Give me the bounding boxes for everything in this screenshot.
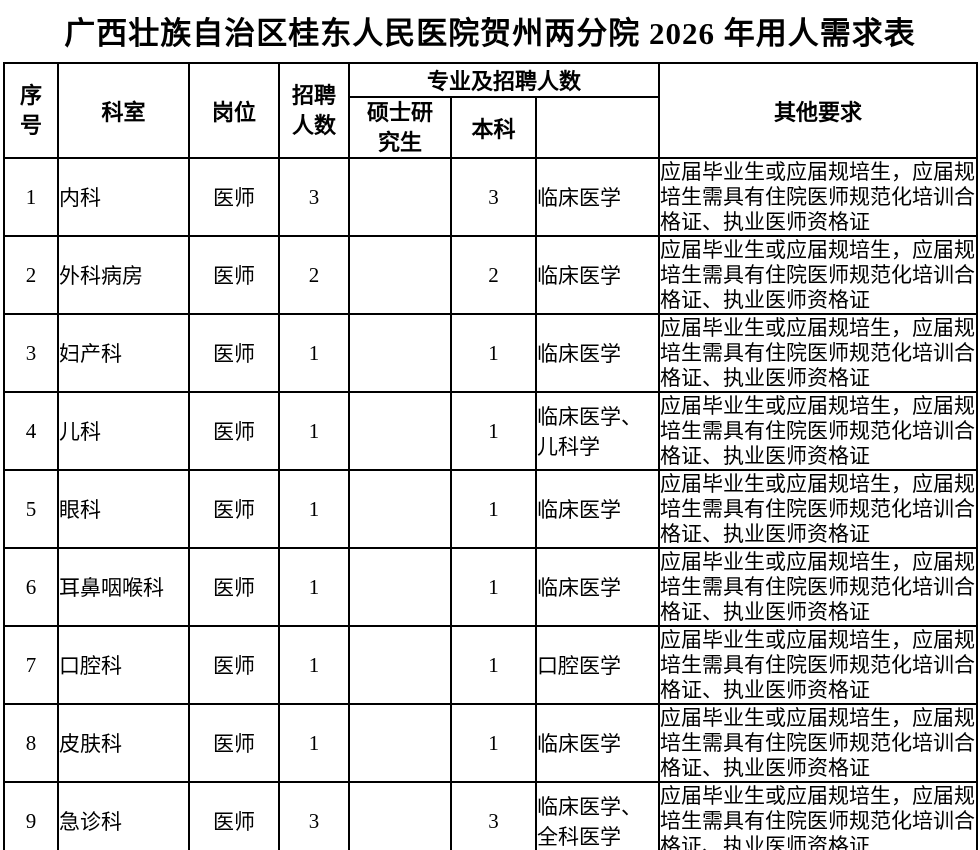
major-cell: 临床医学、儿科学 xyxy=(534,391,661,472)
recruitment-table: 序号 科室 岗位 招聘人数 专业及招聘人数 其他要求 硕士研究生 本科 1 内科… xyxy=(3,61,979,850)
header-recruit-count: 招聘人数 xyxy=(278,61,350,160)
position-cell: 医师 xyxy=(188,391,280,472)
recruit-count-cell: 1 xyxy=(278,313,350,394)
other-requirements-cell: 应届毕业生或应届规培生，应届规培生需具有住院医师规范化培训合格证、执业医师资格证 xyxy=(658,391,979,472)
recruit-count-cell: 1 xyxy=(278,625,350,706)
header-department: 科室 xyxy=(57,61,190,160)
table-row: 5 眼科 医师 1 1 临床医学 应届毕业生或应届规培生，应届规培生需具有住院医… xyxy=(3,469,979,550)
seq-cell: 7 xyxy=(3,625,59,706)
master-count-cell xyxy=(348,391,452,472)
seq-cell: 1 xyxy=(3,157,59,238)
recruit-count-cell: 3 xyxy=(278,157,350,238)
table-row: 6 耳鼻咽喉科 医师 1 1 临床医学 应届毕业生或应届规培生，应届规培生需具有… xyxy=(3,547,979,628)
recruit-count-cell: 1 xyxy=(278,391,350,472)
recruit-count-cell: 3 xyxy=(278,781,350,850)
header-seq-label: 序号 xyxy=(19,83,42,138)
page-title: 广西壮族自治区桂东人民医院贺州两分院 2026 年用人需求表 xyxy=(64,16,916,51)
table-row: 3 妇产科 医师 1 1 临床医学 应届毕业生或应届规培生，应届规培生需具有住院… xyxy=(3,313,979,394)
master-count-cell xyxy=(348,313,452,394)
other-requirements-cell: 应届毕业生或应届规培生，应届规培生需具有住院医师规范化培训合格证、执业医师资格证 xyxy=(658,703,979,784)
major-cell: 临床医学 xyxy=(534,469,661,550)
seq-cell: 5 xyxy=(3,469,59,550)
bachelor-count-cell: 1 xyxy=(450,313,537,394)
major-cell: 口腔医学 xyxy=(534,625,661,706)
master-count-cell xyxy=(348,235,452,316)
position-cell: 医师 xyxy=(188,703,280,784)
position-cell: 医师 xyxy=(188,235,280,316)
recruit-count-cell: 1 xyxy=(278,703,350,784)
header-major-group: 专业及招聘人数 xyxy=(347,62,661,98)
seq-cell: 3 xyxy=(3,313,59,394)
bachelor-count-cell: 1 xyxy=(450,547,537,628)
table-row: 1 内科 医师 3 3 临床医学 应届毕业生或应届规培生，应届规培生需具有住院医… xyxy=(3,157,979,238)
header-bachelor: 本科 xyxy=(450,95,537,160)
table-row: 8 皮肤科 医师 1 1 临床医学 应届毕业生或应届规培生，应届规培生需具有住院… xyxy=(3,703,979,784)
major-cell: 临床医学 xyxy=(534,313,661,394)
recruit-count-cell: 1 xyxy=(278,547,350,628)
bachelor-count-cell: 2 xyxy=(450,235,537,316)
department-cell: 眼科 xyxy=(57,469,190,550)
master-count-cell xyxy=(348,157,452,238)
seq-cell: 4 xyxy=(3,391,59,472)
other-requirements-cell: 应届毕业生或应届规培生，应届规培生需具有住院医师规范化培训合格证、执业医师资格证 xyxy=(658,235,979,316)
position-cell: 医师 xyxy=(188,469,280,550)
master-count-cell xyxy=(348,547,452,628)
header-seq: 序号 xyxy=(3,61,59,160)
header-position: 岗位 xyxy=(188,61,280,160)
position-cell: 医师 xyxy=(188,547,280,628)
bachelor-count-cell: 3 xyxy=(450,781,537,850)
other-requirements-cell: 应届毕业生或应届规培生，应届规培生需具有住院医师规范化培训合格证、执业医师资格证 xyxy=(658,625,979,706)
header-recruit-count-label: 招聘人数 xyxy=(291,83,336,138)
department-cell: 皮肤科 xyxy=(57,703,190,784)
department-cell: 耳鼻咽喉科 xyxy=(57,547,190,628)
recruit-count-cell: 1 xyxy=(278,469,350,550)
bachelor-count-cell: 1 xyxy=(450,391,537,472)
department-cell: 急诊科 xyxy=(57,781,190,850)
bachelor-count-cell: 1 xyxy=(450,625,537,706)
master-count-cell xyxy=(348,469,452,550)
header-master-label: 硕士研究生 xyxy=(366,100,433,155)
major-cell: 临床医学 xyxy=(534,235,661,316)
bachelor-count-cell: 1 xyxy=(450,703,537,784)
other-requirements-cell: 应届毕业生或应届规培生，应届规培生需具有住院医师规范化培训合格证、执业医师资格证 xyxy=(658,547,979,628)
position-cell: 医师 xyxy=(188,781,280,850)
seq-cell: 9 xyxy=(3,781,59,850)
seq-cell: 2 xyxy=(3,235,59,316)
bachelor-count-cell: 1 xyxy=(450,469,537,550)
major-cell: 临床医学 xyxy=(534,547,661,628)
other-requirements-cell: 应届毕业生或应届规培生，应届规培生需具有住院医师规范化培训合格证、执业医师资格证 xyxy=(658,469,979,550)
master-count-cell xyxy=(348,781,452,850)
header-major xyxy=(534,95,661,160)
major-cell: 临床医学 xyxy=(534,157,661,238)
department-cell: 妇产科 xyxy=(57,313,190,394)
department-cell: 外科病房 xyxy=(57,235,190,316)
major-cell: 临床医学、全科医学 xyxy=(534,781,661,850)
department-cell: 内科 xyxy=(57,157,190,238)
master-count-cell xyxy=(348,703,452,784)
other-requirements-cell: 应届毕业生或应届规培生，应届规培生需具有住院医师规范化培训合格证、执业医师资格证 xyxy=(658,313,979,394)
table-row: 2 外科病房 医师 2 2 临床医学 应届毕业生或应届规培生，应届规培生需具有住… xyxy=(3,235,979,316)
table-row: 4 儿科 医师 1 1 临床医学、儿科学 应届毕业生或应届规培生，应届规培生需具… xyxy=(3,391,979,472)
position-cell: 医师 xyxy=(188,625,280,706)
master-count-cell xyxy=(348,625,452,706)
header-other: 其他要求 xyxy=(658,61,979,160)
table-row: 9 急诊科 医师 3 3 临床医学、全科医学 应届毕业生或应届规培生，应届规培生… xyxy=(3,781,979,850)
header-master: 硕士研究生 xyxy=(348,95,452,160)
position-cell: 医师 xyxy=(188,313,280,394)
recruit-count-cell: 2 xyxy=(278,235,350,316)
major-cell: 临床医学 xyxy=(534,703,661,784)
bachelor-count-cell: 3 xyxy=(450,157,537,238)
other-requirements-cell: 应届毕业生或应届规培生，应届规培生需具有住院医师规范化培训合格证、执业医师资格证 xyxy=(658,157,979,238)
seq-cell: 8 xyxy=(3,703,59,784)
department-cell: 口腔科 xyxy=(57,625,190,706)
table-row: 7 口腔科 医师 1 1 口腔医学 应届毕业生或应届规培生，应届规培生需具有住院… xyxy=(3,625,979,706)
department-cell: 儿科 xyxy=(57,391,190,472)
position-cell: 医师 xyxy=(188,157,280,238)
seq-cell: 6 xyxy=(3,547,59,628)
other-requirements-cell: 应届毕业生或应届规培生，应届规培生需具有住院医师规范化培训合格证、执业医师资格证 xyxy=(658,781,979,850)
